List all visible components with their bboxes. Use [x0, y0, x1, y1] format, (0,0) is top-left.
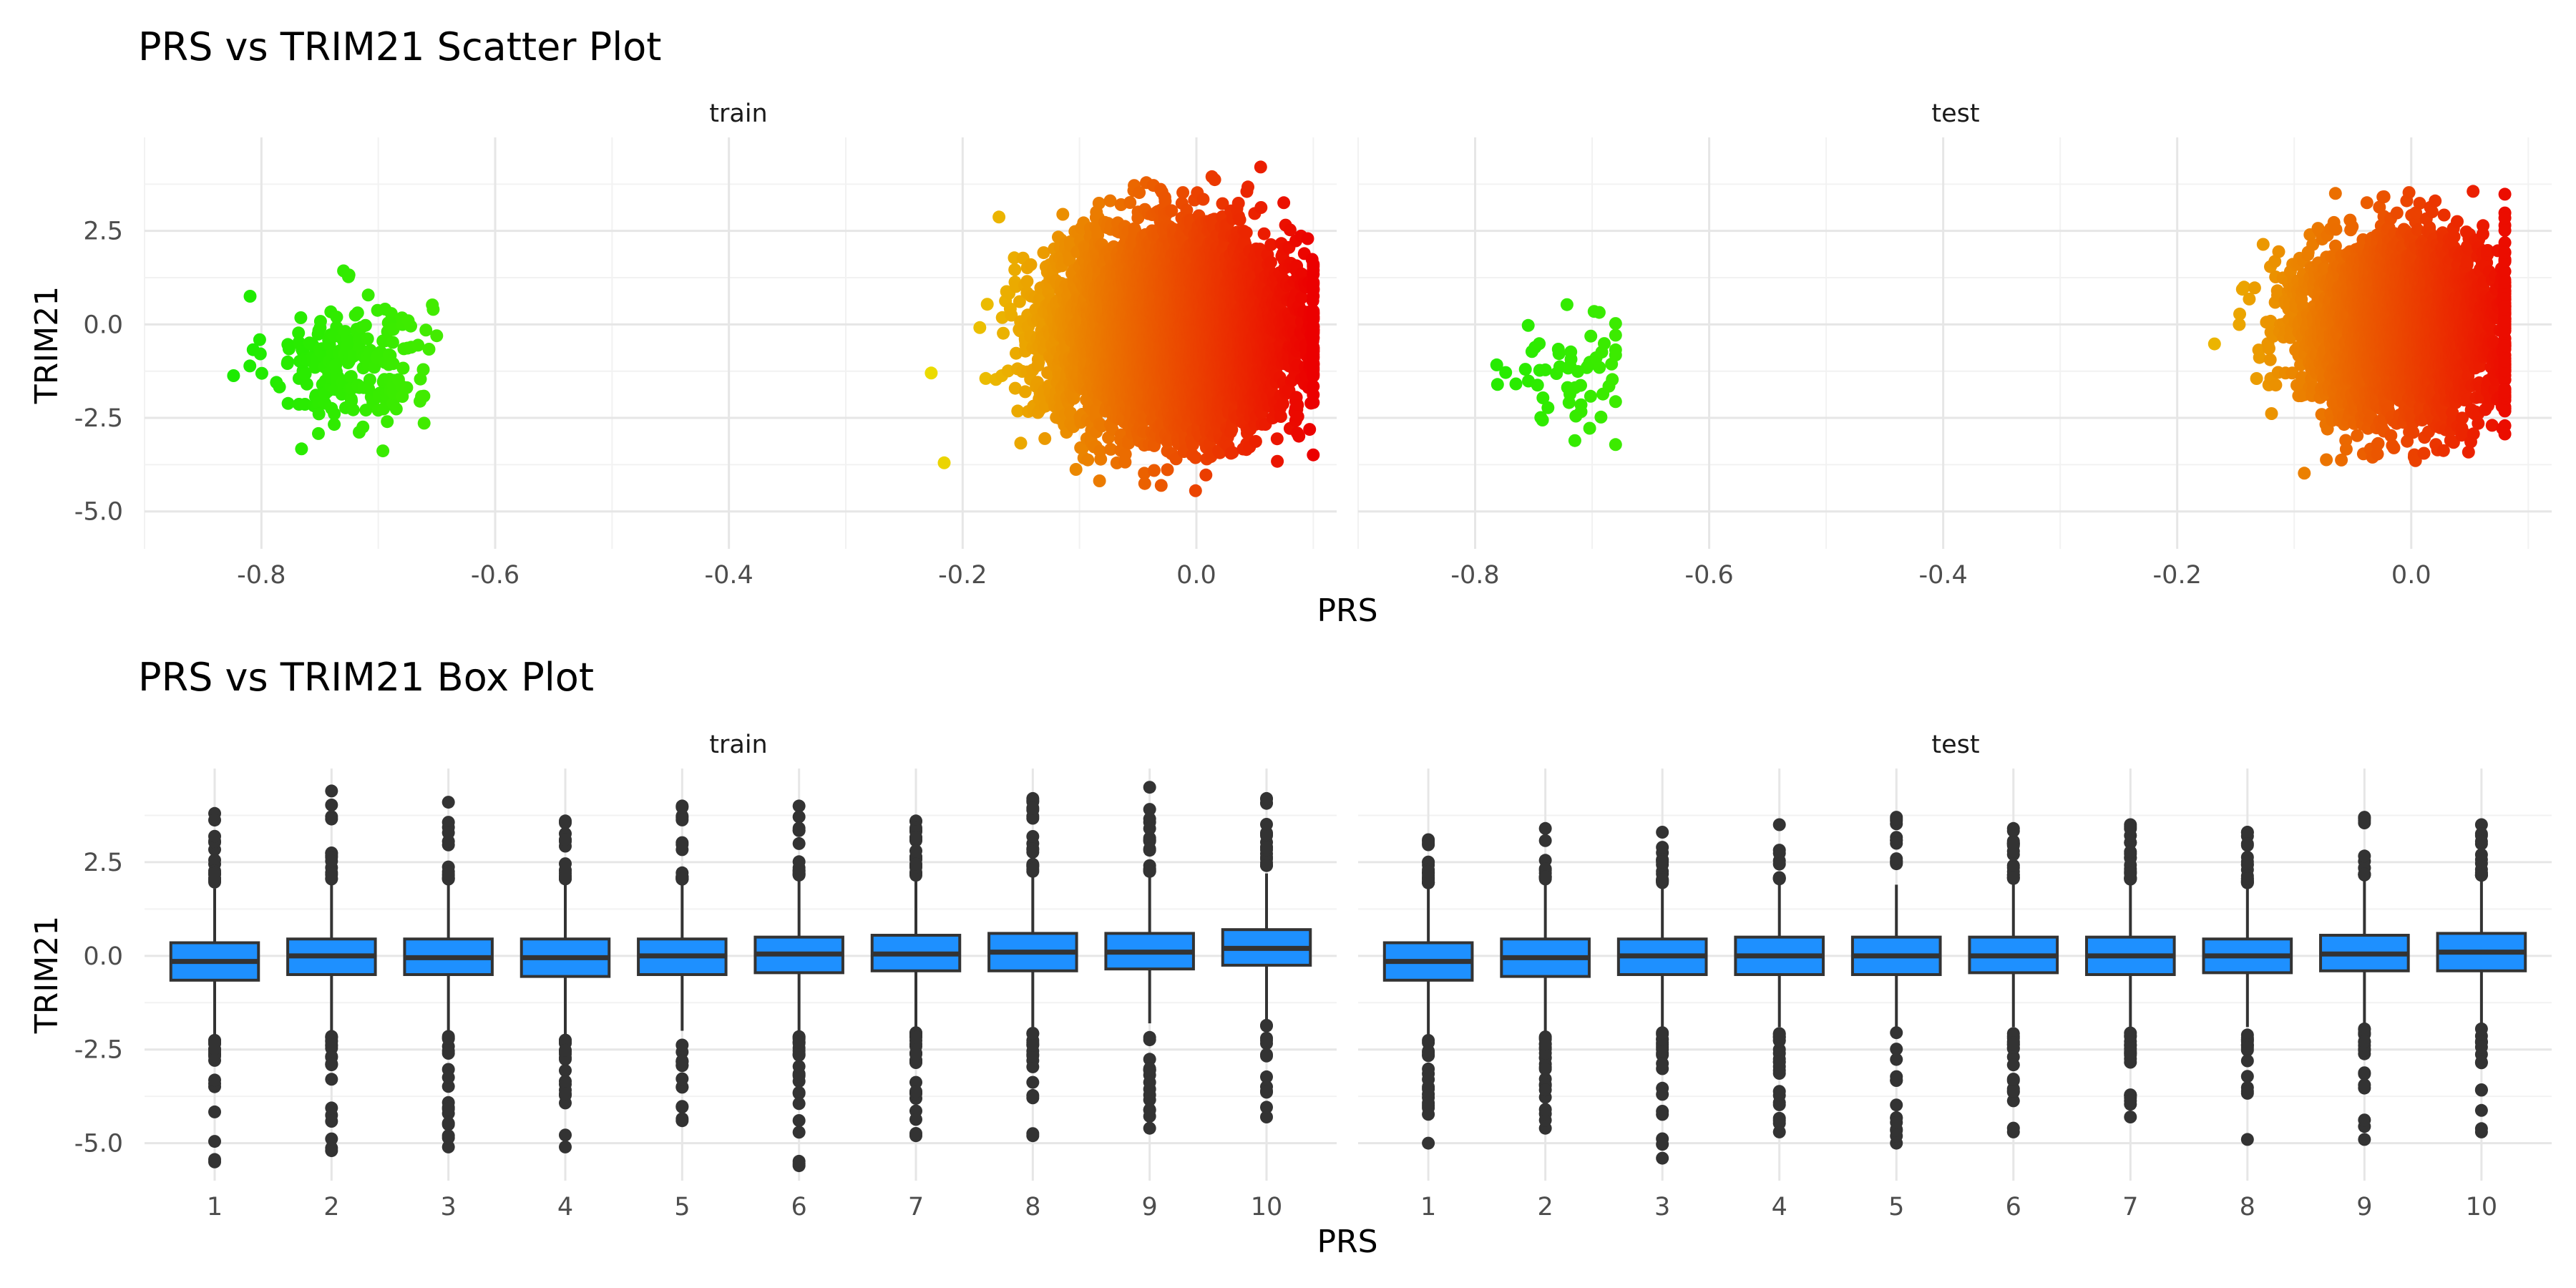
scatter-point [1093, 474, 1106, 487]
scatter-point [1161, 463, 1174, 477]
scatter-point [312, 407, 326, 421]
scatter-point [376, 444, 390, 458]
scatter-point [281, 355, 295, 369]
scatter-train-grid [144, 137, 1337, 549]
scatter-point [384, 307, 398, 321]
scatter-point [328, 407, 341, 421]
scatter-point [1024, 258, 1038, 271]
scatter-point [396, 361, 410, 375]
scatter-train-points [227, 160, 1320, 497]
scatter-point [389, 402, 403, 416]
scatter-point [979, 371, 992, 385]
scatter-point [1064, 406, 1077, 419]
scatter-point [281, 396, 295, 410]
scatter-point [1147, 464, 1161, 477]
scatter-point [282, 342, 296, 356]
scatter-point [400, 381, 414, 394]
scatter-point [1018, 385, 1032, 399]
scatter-point [328, 418, 341, 431]
scatter-point [253, 347, 267, 361]
scatter-point [937, 456, 951, 469]
scatter-point [1056, 208, 1070, 221]
scatter-point [1189, 484, 1202, 497]
scatter-point [997, 326, 1010, 340]
scatter-point [1011, 404, 1025, 418]
scatter-point [1081, 453, 1095, 467]
scatter-point [1176, 186, 1190, 200]
scatter-point [292, 326, 306, 340]
scatter-point [386, 336, 399, 349]
scatter-point [1069, 463, 1083, 476]
scatter-point [351, 306, 364, 320]
scatter-panel-train: train -0.8 -0.6 -0.4 -0.2 0.0 [144, 99, 1337, 590]
scatter-point [924, 366, 938, 380]
scatter-point [1199, 468, 1213, 482]
scatter-point [419, 323, 433, 337]
scatter-point [313, 315, 327, 328]
scatter-point [361, 332, 374, 346]
scatter-point [298, 367, 312, 381]
scatter-strip-train: train [709, 99, 767, 128]
scatter-point [312, 426, 325, 440]
scatter-point [358, 318, 372, 332]
scatter-point [368, 361, 381, 374]
scatter-point [1092, 197, 1106, 210]
scatter-point [300, 377, 313, 391]
scatter-point [973, 321, 987, 334]
scatter-point [1118, 447, 1132, 461]
scatter-title: PRS vs TRIM21 Scatter Plot [138, 24, 661, 69]
scatter-point [1020, 275, 1034, 288]
scatter-point [1189, 451, 1202, 464]
scatter-point [346, 403, 360, 416]
scatter-point [980, 298, 994, 311]
scatter-point [416, 363, 430, 376]
scatter-point [1032, 356, 1045, 369]
scatter-point [356, 420, 370, 434]
scatter-point [255, 366, 268, 380]
scatter-point [344, 370, 358, 384]
scatter-point [422, 343, 436, 356]
scatter-point [363, 373, 376, 386]
scatter-point [1005, 308, 1018, 322]
scatter-point [1014, 436, 1028, 450]
scatter-point [227, 369, 240, 382]
scatter-point [243, 290, 257, 303]
scatter-point [1094, 452, 1108, 466]
scatter-point [361, 288, 375, 302]
scatter-point [253, 333, 266, 346]
scatter-point [992, 210, 1006, 224]
scatter-point [417, 389, 431, 403]
scatter-point [381, 415, 394, 429]
scatter-point [426, 303, 440, 316]
scatter-point [430, 329, 444, 343]
scatter-point [1037, 246, 1050, 260]
scatter-point [243, 359, 257, 373]
scatter-point [342, 268, 356, 282]
scatter-point [386, 357, 400, 371]
scatter-point [1008, 263, 1022, 276]
scatter-point [417, 416, 431, 430]
scatter-point [1154, 479, 1168, 492]
scatter-point [1013, 295, 1026, 308]
scatter-point [294, 311, 308, 324]
scatter-point [1008, 381, 1022, 395]
scatter-point [330, 311, 343, 324]
scatter-point [411, 338, 425, 352]
scatter-point [1196, 192, 1210, 206]
scatter-point [1138, 477, 1151, 490]
scatter-point [1038, 431, 1052, 445]
scatter-point [404, 319, 417, 333]
scatter-point [295, 442, 308, 456]
scatter-point [273, 380, 286, 394]
